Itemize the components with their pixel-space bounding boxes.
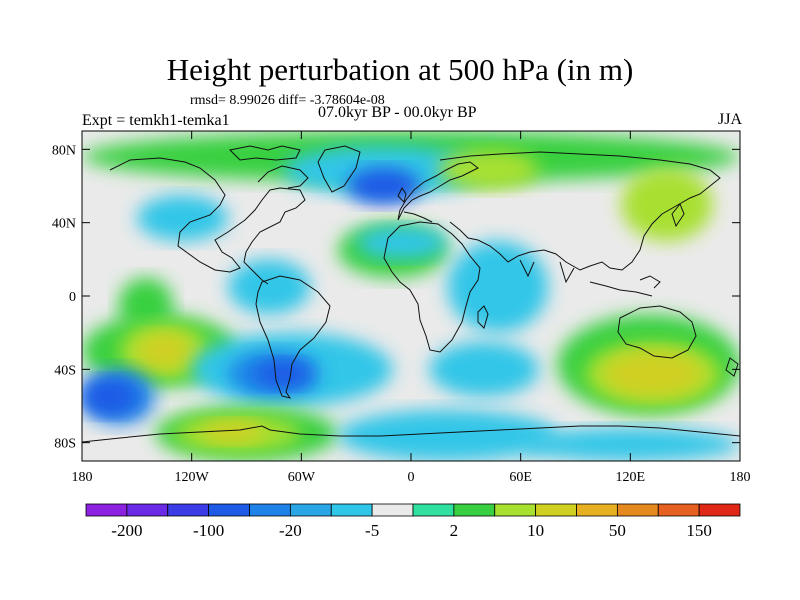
field-region-3: [136, 195, 229, 241]
colorbar-label-4: 2: [450, 521, 459, 540]
field-region-7: [356, 226, 448, 260]
colorbar-swatch-9: [453, 503, 496, 517]
colorbar: -200 -100 -20 -5 2 10 50 150: [85, 503, 741, 540]
field-region-2: [347, 167, 421, 205]
field-region-27: [520, 428, 740, 461]
colorbar-label-5: 10: [527, 521, 544, 540]
x-tick-label-1: 120W: [175, 470, 210, 485]
x-tick-label-6: 180: [730, 470, 751, 485]
y-tick-label-0: 80N: [52, 143, 76, 158]
field-region-19: [429, 341, 539, 397]
colorbar-label-1: -100: [193, 521, 224, 540]
colorbar-swatch-14: [657, 503, 700, 517]
colorbar-label-2: -20: [279, 521, 302, 540]
chart-title: Height perturbation at 500 hPa (in m): [166, 52, 634, 87]
colorbar-swatch-2: [167, 503, 210, 517]
field-region-22: [602, 351, 704, 397]
field-region-18: [82, 378, 137, 416]
colorbar-swatch-3: [208, 503, 250, 517]
field-region-4: [438, 149, 539, 190]
field-region-26: [337, 409, 558, 461]
season-label: JJA: [717, 111, 742, 128]
colorbar-swatch-4: [249, 503, 291, 517]
period-label: 07.0kyr BP - 00.0kyr BP: [318, 104, 477, 121]
colorbar-swatch-5: [289, 503, 332, 517]
x-tick-label-4: 60E: [509, 470, 532, 485]
x-tick-label-0: 180: [72, 470, 93, 485]
field-region-16: [255, 360, 311, 388]
colorbar-swatch-15: [698, 503, 741, 517]
stats-line: rmsd= 8.99026 diff= -3.78604e-08: [190, 93, 385, 108]
colorbar-swatch-0: [85, 503, 128, 517]
field-region-8: [447, 241, 549, 333]
experiment-label: Expt = temkh1-temka1: [82, 112, 230, 129]
colorbar-swatch-8: [412, 503, 455, 517]
colorbar-label-3: -5: [365, 521, 379, 540]
y-tick-label-4: 80S: [54, 437, 76, 452]
y-tick-label-1: 40N: [52, 217, 76, 232]
colorbar-swatch-1: [126, 503, 169, 517]
field-region-5: [621, 167, 713, 241]
x-tick-label-5: 120E: [616, 470, 646, 485]
colorbar-swatch-13: [616, 503, 659, 517]
colorbar-swatch-10: [494, 503, 537, 517]
map-axes: 80N 40N 0 40S 80S 180 120W 60W 0 60E 120E 180: [52, 131, 751, 485]
colorbar-label-6: 50: [609, 521, 626, 540]
colorbar-label-0: -200: [111, 521, 142, 540]
x-tick-label-3: 0: [408, 470, 415, 485]
colorbar-swatch-6: [330, 503, 373, 517]
colorbar-label-7: 150: [686, 521, 712, 540]
coastlines: [82, 145, 740, 443]
colorbar-swatch-12: [576, 503, 618, 517]
field-region-25: [200, 420, 265, 443]
colorbar-swatch-11: [535, 503, 577, 517]
x-tick-label-2: 60W: [288, 470, 316, 485]
field-region-9: [228, 259, 311, 315]
field-region-13: [136, 332, 192, 370]
y-tick-label-2: 0: [69, 290, 76, 305]
colorbar-swatch-7: [371, 503, 414, 517]
y-tick-label-3: 40S: [54, 363, 76, 378]
